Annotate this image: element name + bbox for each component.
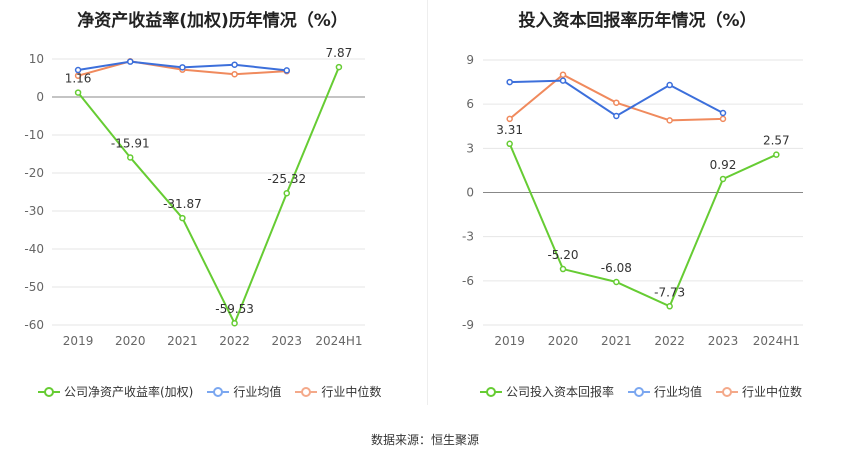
- data-label: -5.20: [547, 248, 578, 262]
- x-tick-label: 2021: [167, 334, 198, 348]
- data-point: [127, 154, 134, 161]
- legend-label: 公司净资产收益率(加权): [64, 385, 194, 399]
- y-tick-label: -30: [24, 204, 44, 218]
- data-point: [666, 117, 673, 124]
- data-label: 1.16: [65, 72, 92, 86]
- legend-label: 行业中位数: [321, 385, 382, 399]
- y-tick-label: -20: [24, 166, 44, 180]
- left-chart-plot: 10 0 -10 -20 -30 -40 -50 -60 2019 2020 2021 2022 202…: [24, 46, 365, 348]
- y-tick-label: 9: [466, 53, 474, 67]
- data-point: [559, 265, 567, 273]
- right-chart-legend: 公司投入资本回报率 行业均值 行业中位数: [480, 383, 802, 400]
- y-tick-label: -60: [24, 318, 44, 332]
- data-label: 7.87: [326, 46, 353, 60]
- x-tick-label: 2022: [219, 334, 250, 348]
- x-tick-label: 2021: [601, 334, 632, 348]
- legend-marker-icon: [207, 386, 230, 398]
- y-tick-label: -40: [24, 242, 44, 256]
- data-point: [127, 58, 134, 65]
- data-point: [559, 71, 567, 78]
- data-point: [283, 189, 290, 197]
- data-point: [719, 175, 727, 183]
- legend-label: 行业中位数: [742, 385, 803, 399]
- x-tick-label: 2019: [63, 334, 94, 348]
- data-source-note: 数据来源：恒生聚源: [370, 433, 479, 447]
- y-tick-label: 0: [466, 186, 474, 200]
- data-point: [613, 278, 620, 286]
- data-label: 2.57: [763, 134, 790, 148]
- legend-label: 公司投入资本回报率: [506, 385, 615, 399]
- data-point: [719, 109, 727, 117]
- y-tick-label: 0: [36, 90, 44, 104]
- x-tick-label: 2024H1: [753, 334, 800, 348]
- legend-marker-icon: [716, 386, 739, 398]
- y-tick-label: 3: [466, 141, 474, 155]
- left-chart-legend: 公司净资产收益率(加权) 行业均值 行业中位数: [38, 383, 381, 400]
- data-label: -25.32: [267, 172, 306, 186]
- y-tick-label: -10: [24, 128, 44, 142]
- data-label: 3.31: [496, 123, 523, 137]
- data-point: [666, 303, 673, 310]
- legend-item-industry-median[interactable]: 行业中位数: [295, 383, 381, 400]
- legend-item-industry-median[interactable]: 行业中位数: [716, 383, 802, 400]
- data-point: [559, 77, 567, 84]
- data-point: [335, 63, 343, 71]
- data-label: -6.08: [601, 261, 632, 275]
- series-line: [509, 79, 724, 118]
- legend-marker-icon: [480, 386, 502, 398]
- x-tick-label: 2023: [708, 334, 739, 348]
- legend-marker-icon: [38, 386, 60, 398]
- data-label: 0.92: [710, 158, 737, 172]
- data-point: [613, 112, 620, 120]
- data-point: [179, 214, 186, 222]
- data-point: [74, 66, 82, 74]
- data-point: [231, 70, 238, 78]
- data-label: -15.91: [111, 136, 150, 150]
- legend-item-company[interactable]: 公司净资产收益率(加权): [38, 383, 193, 400]
- legend-marker-icon: [628, 386, 651, 398]
- data-point: [506, 78, 513, 86]
- data-point: [231, 61, 238, 68]
- legend-label: 行业均值: [233, 385, 282, 399]
- y-tick-label: -6: [462, 274, 474, 288]
- left-chart-title: 净资产收益率(加权)历年情况（%）: [77, 11, 348, 31]
- data-label: -31.87: [163, 197, 202, 211]
- y-tick-label: 10: [29, 52, 44, 66]
- data-label: -59.53: [215, 302, 254, 316]
- x-tick-label: 2023: [271, 334, 302, 348]
- x-tick-label: 2024H1: [315, 334, 362, 348]
- x-tick-label: 2020: [115, 334, 146, 348]
- data-point: [506, 115, 513, 123]
- legend-item-company[interactable]: 公司投入资本回报率: [480, 383, 614, 400]
- data-label: -7.73: [654, 285, 685, 299]
- y-tick-label: -9: [462, 318, 474, 332]
- x-tick-label: 2022: [654, 334, 685, 348]
- data-point: [74, 89, 82, 96]
- right-chart-title: 投入资本回报率历年情况（%）: [518, 11, 757, 31]
- chart-divider: [427, 0, 428, 405]
- legend-label: 行业均值: [654, 385, 703, 399]
- series-line: [77, 66, 340, 326]
- data-point: [666, 81, 673, 89]
- legend-item-industry-mean[interactable]: 行业均值: [207, 383, 281, 400]
- data-point: [506, 140, 513, 148]
- data-point: [613, 99, 620, 106]
- legend-item-industry-mean[interactable]: 行业均值: [628, 383, 702, 400]
- y-tick-label: -3: [462, 230, 474, 244]
- x-tick-label: 2019: [494, 334, 525, 348]
- data-point: [179, 64, 186, 71]
- x-tick-label: 2020: [548, 334, 579, 348]
- series-line: [508, 143, 777, 308]
- legend-marker-icon: [295, 386, 318, 398]
- data-point: [719, 115, 727, 123]
- data-point: [283, 67, 290, 74]
- data-point: [231, 319, 238, 327]
- y-tick-label: 6: [466, 97, 474, 111]
- right-chart-plot: 9 6 3 0 -3 -6 -9 2019 2020 2021 2022 2023 2024H1 3.31…: [462, 53, 803, 348]
- y-tick-label: -50: [24, 280, 44, 294]
- data-point: [773, 151, 780, 158]
